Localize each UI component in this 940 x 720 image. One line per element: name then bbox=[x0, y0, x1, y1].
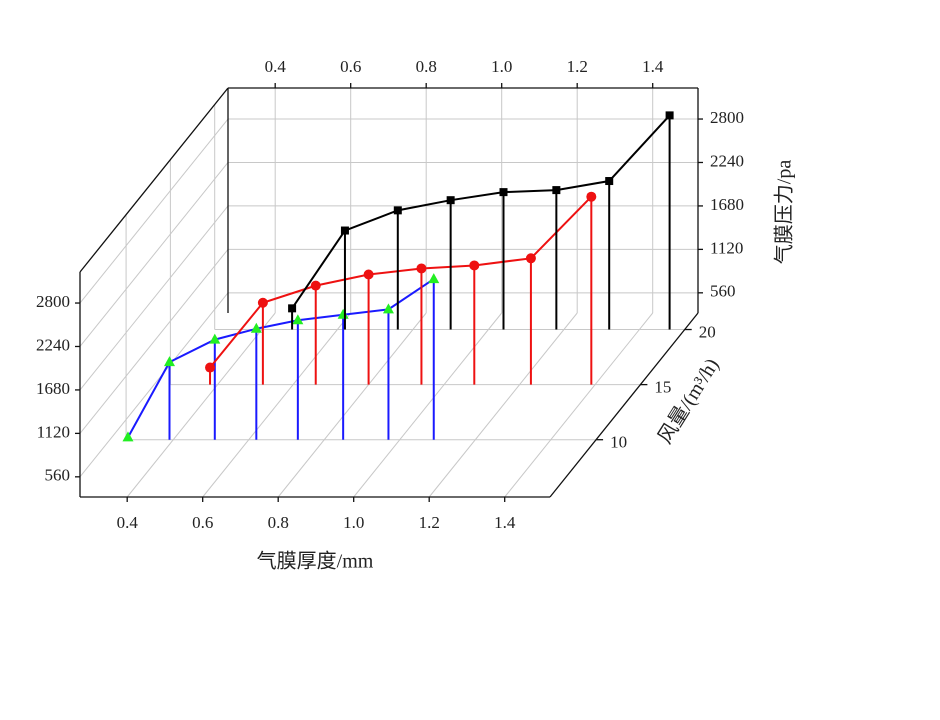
y-tick-label: 2800 bbox=[36, 292, 70, 311]
marker bbox=[469, 260, 480, 271]
marker bbox=[310, 280, 321, 291]
grid-line bbox=[79, 118, 229, 304]
axis-line bbox=[79, 87, 229, 273]
x-axis-label: 气膜厚度/mm bbox=[257, 550, 374, 573]
marker bbox=[428, 273, 440, 284]
z-tick-label: 10 bbox=[610, 433, 627, 452]
x-tick-label: 1.4 bbox=[642, 57, 664, 76]
x-tick-label: 1.0 bbox=[491, 57, 512, 76]
grid-line bbox=[79, 162, 229, 347]
x-tick-label: 1.0 bbox=[343, 513, 364, 532]
x-tick-label: 0.4 bbox=[117, 513, 139, 532]
grid-line bbox=[353, 312, 503, 498]
grid-line bbox=[79, 292, 229, 478]
grid-line bbox=[428, 312, 578, 498]
y-tick-label: 2800 bbox=[710, 108, 744, 127]
axis-line bbox=[549, 312, 699, 498]
y-axis-label: 气膜压力/pa bbox=[773, 160, 796, 265]
y-tick-label: 560 bbox=[45, 466, 71, 485]
y-tick-label: 1680 bbox=[36, 379, 70, 398]
marker bbox=[363, 269, 374, 280]
marker bbox=[122, 431, 134, 442]
grid-line bbox=[202, 312, 352, 498]
marker bbox=[446, 196, 455, 205]
marker bbox=[499, 188, 508, 197]
series-line bbox=[209, 196, 593, 369]
marker bbox=[163, 356, 175, 367]
series-line bbox=[291, 114, 671, 309]
y-tick-label: 2240 bbox=[36, 335, 70, 354]
x-tick-label: 1.4 bbox=[494, 513, 516, 532]
grid-line bbox=[79, 205, 229, 391]
marker bbox=[292, 314, 304, 325]
marker bbox=[257, 297, 268, 308]
x-tick-label: 0.8 bbox=[416, 57, 437, 76]
y-tick-label: 1680 bbox=[710, 195, 744, 214]
marker bbox=[393, 206, 402, 215]
x-tick-label: 0.6 bbox=[340, 57, 361, 76]
grid-line bbox=[79, 249, 229, 434]
grid-line bbox=[277, 312, 427, 498]
x-tick-label: 0.8 bbox=[268, 513, 289, 532]
z-tick-label: 20 bbox=[699, 322, 716, 341]
y-tick-label: 2240 bbox=[710, 151, 744, 170]
x-tick-label: 0.6 bbox=[192, 513, 213, 532]
x-tick-label: 1.2 bbox=[419, 513, 440, 532]
marker bbox=[340, 226, 349, 235]
marker bbox=[665, 111, 674, 120]
x-tick-label: 1.2 bbox=[567, 57, 588, 76]
marker bbox=[416, 263, 427, 274]
marker bbox=[525, 253, 536, 264]
marker bbox=[250, 322, 262, 333]
marker bbox=[209, 333, 221, 344]
x-tick-label: 0.4 bbox=[265, 57, 287, 76]
grid-line bbox=[126, 312, 276, 498]
marker bbox=[382, 303, 394, 314]
marker bbox=[586, 191, 597, 202]
y-tick-label: 560 bbox=[710, 282, 736, 301]
z-tick-label: 15 bbox=[654, 378, 671, 397]
grid-line bbox=[504, 312, 654, 498]
marker bbox=[205, 362, 216, 373]
series-line bbox=[127, 278, 435, 438]
y-tick-label: 1120 bbox=[37, 422, 70, 441]
marker bbox=[552, 186, 561, 195]
marker bbox=[605, 177, 614, 186]
y-tick-label: 1120 bbox=[710, 238, 743, 257]
marker bbox=[288, 304, 297, 313]
